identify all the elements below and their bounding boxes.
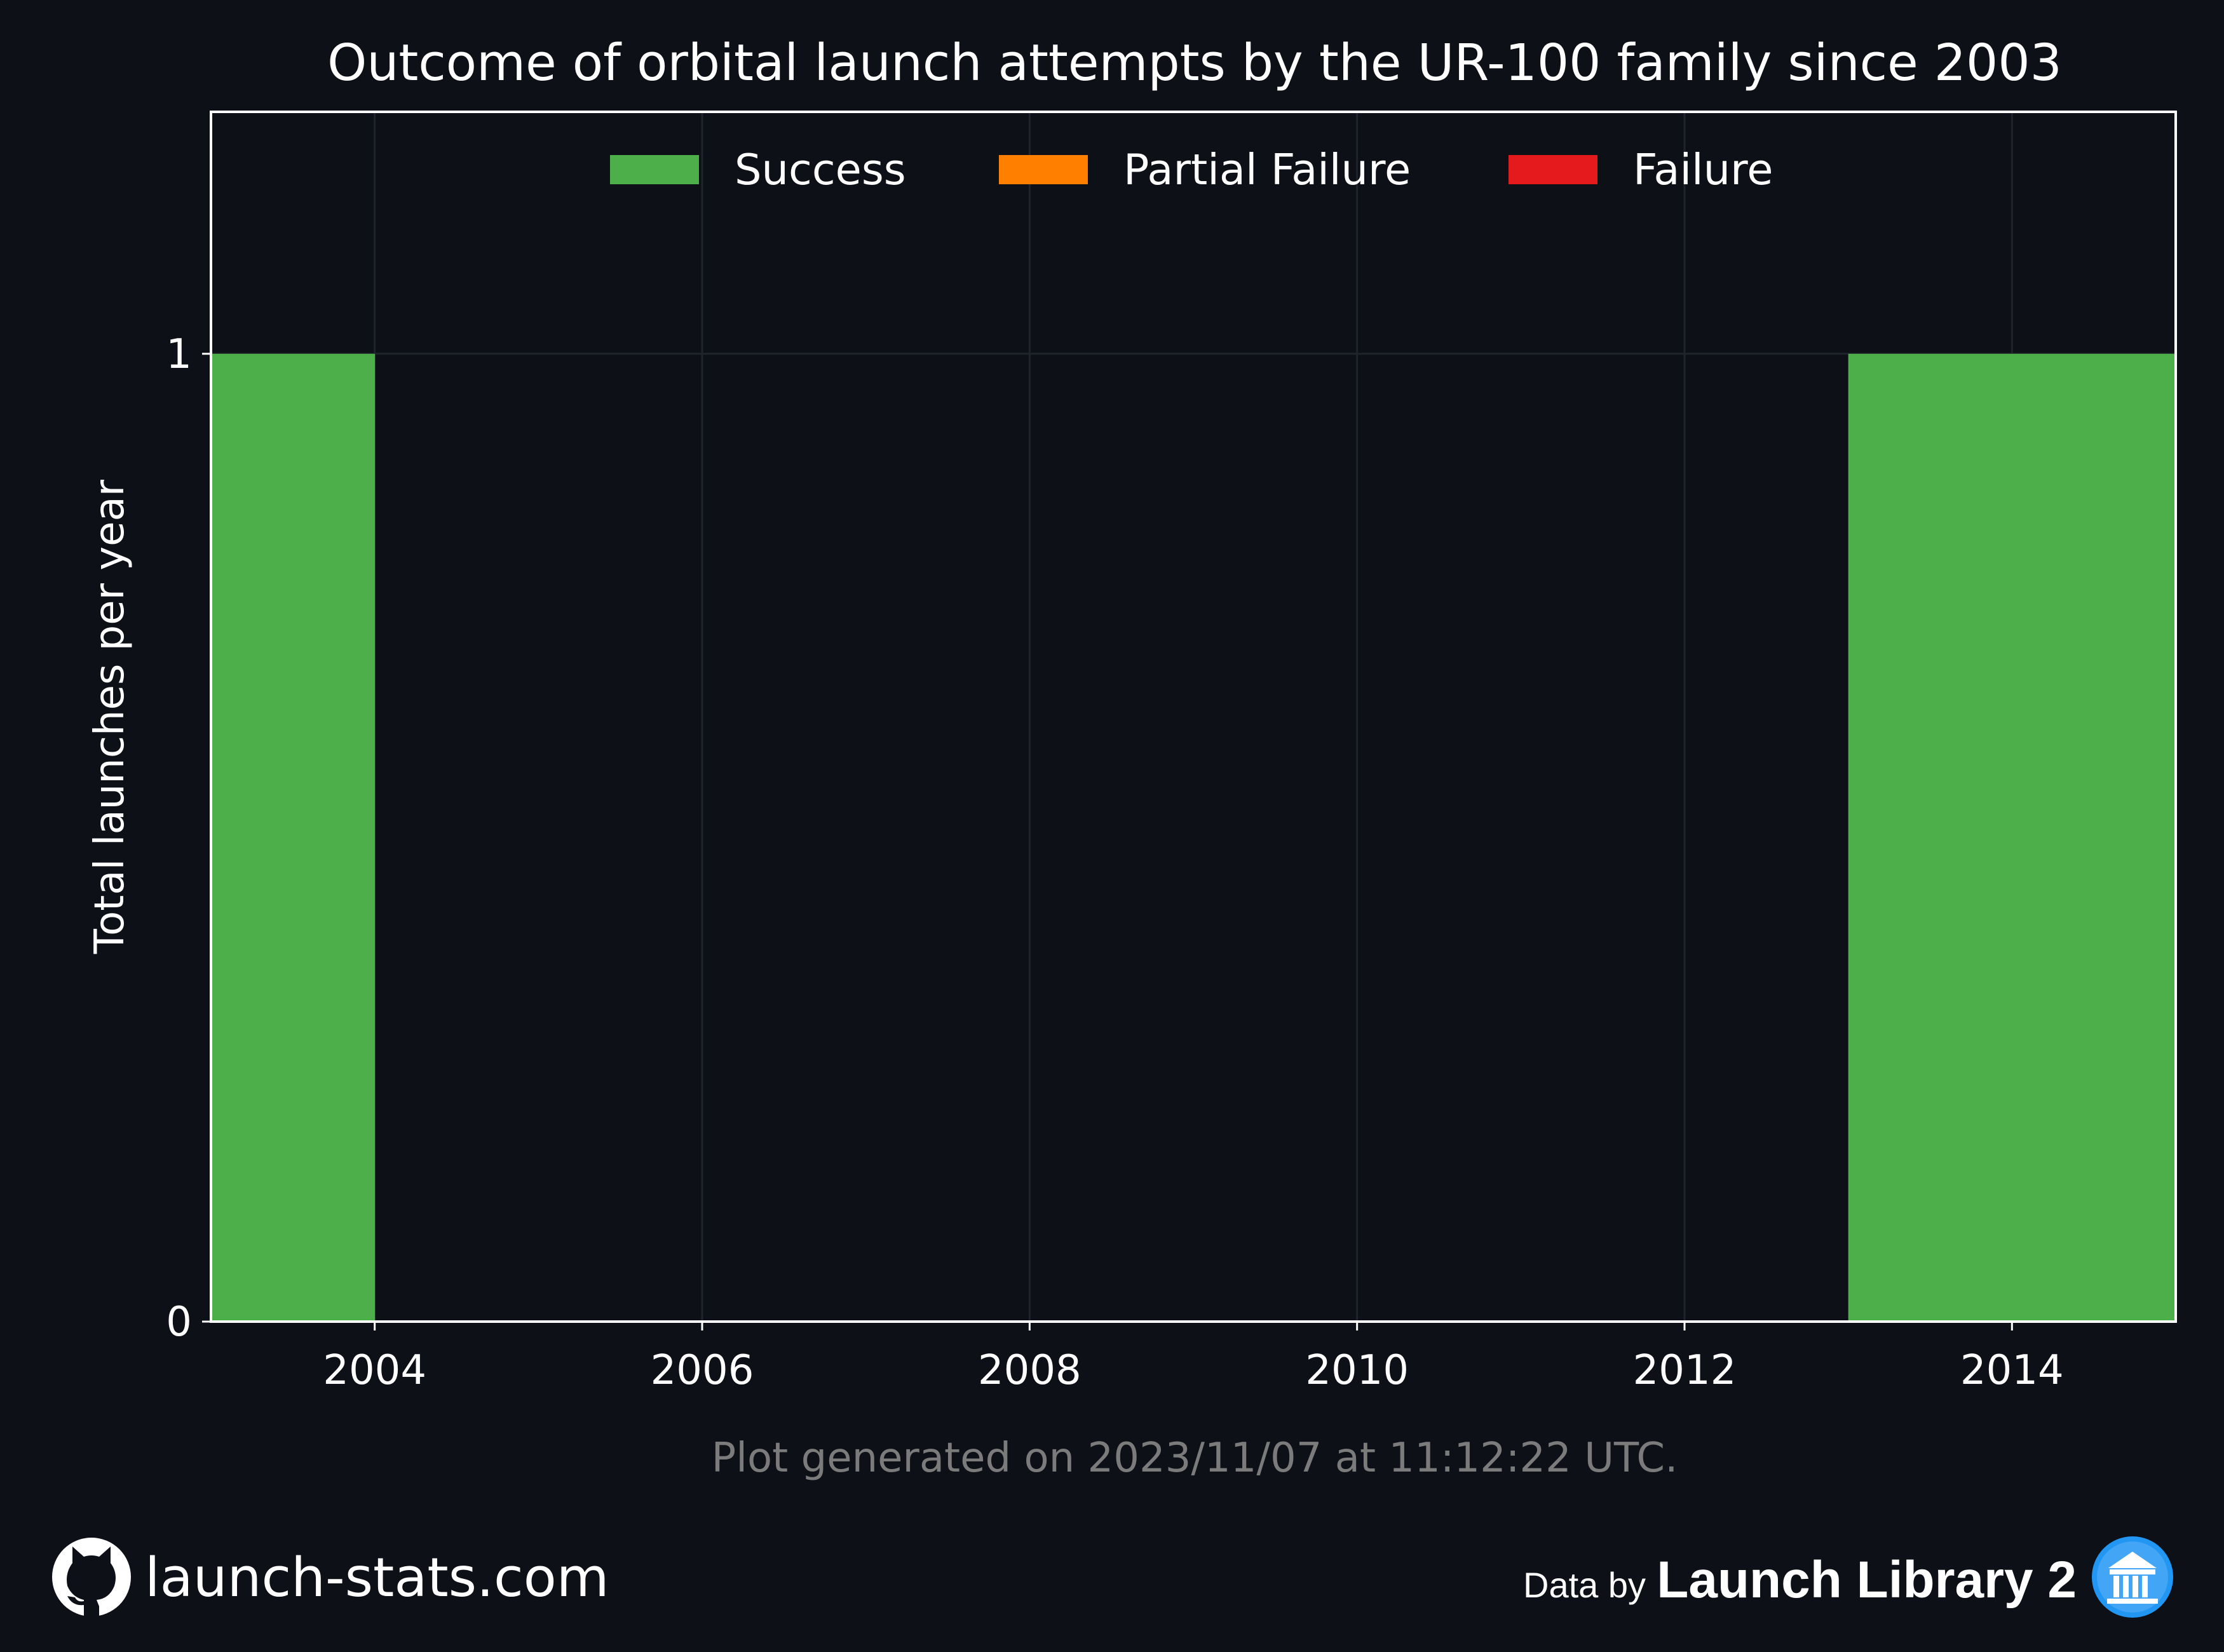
site-label[interactable]: launch-stats.com bbox=[145, 1547, 609, 1609]
legend-swatch-partial-failure bbox=[999, 155, 1088, 184]
legend-label-partial-failure: Partial Failure bbox=[1123, 145, 1411, 194]
bar-success-2013 bbox=[1848, 353, 2012, 1322]
x-tick-label: 2010 bbox=[1305, 1347, 1409, 1394]
legend-label-success: Success bbox=[735, 145, 906, 194]
github-icon bbox=[52, 1538, 131, 1616]
legend: Success Partial Failure Failure bbox=[610, 145, 1773, 194]
axis-ticks: 2004 2006 2008 2010 2012 2014 0 1 bbox=[166, 331, 2063, 1394]
x-tick-label: 2006 bbox=[651, 1347, 754, 1394]
y-axis-label: Total launches per year bbox=[86, 479, 133, 954]
bars bbox=[211, 353, 2176, 1322]
legend-swatch-failure bbox=[1509, 155, 1597, 184]
data-by-label: Data by bbox=[1523, 1565, 1646, 1605]
x-tick-label: 2014 bbox=[1960, 1347, 2064, 1394]
source-label: Launch Library 2 bbox=[1657, 1551, 2077, 1609]
bar-success-2014 bbox=[2012, 353, 2176, 1322]
x-tick-label: 2008 bbox=[978, 1347, 1081, 1394]
chart-title: Outcome of orbital launch attempts by th… bbox=[327, 34, 2062, 92]
legend-swatch-success bbox=[610, 155, 699, 184]
x-tick-label: 2012 bbox=[1633, 1347, 1737, 1394]
plot-frame bbox=[210, 111, 2177, 1323]
legend-label-failure: Failure bbox=[1633, 145, 1773, 194]
bar-success-2003 bbox=[211, 353, 376, 1322]
generated-footnote: Plot generated on 2023/11/07 at 11:12:22… bbox=[712, 1435, 1678, 1482]
launch-library-icon bbox=[2092, 1536, 2173, 1618]
y-tick-label: 1 bbox=[166, 331, 192, 378]
x-tick-label: 2004 bbox=[323, 1347, 426, 1394]
y-tick-label: 0 bbox=[166, 1299, 192, 1346]
